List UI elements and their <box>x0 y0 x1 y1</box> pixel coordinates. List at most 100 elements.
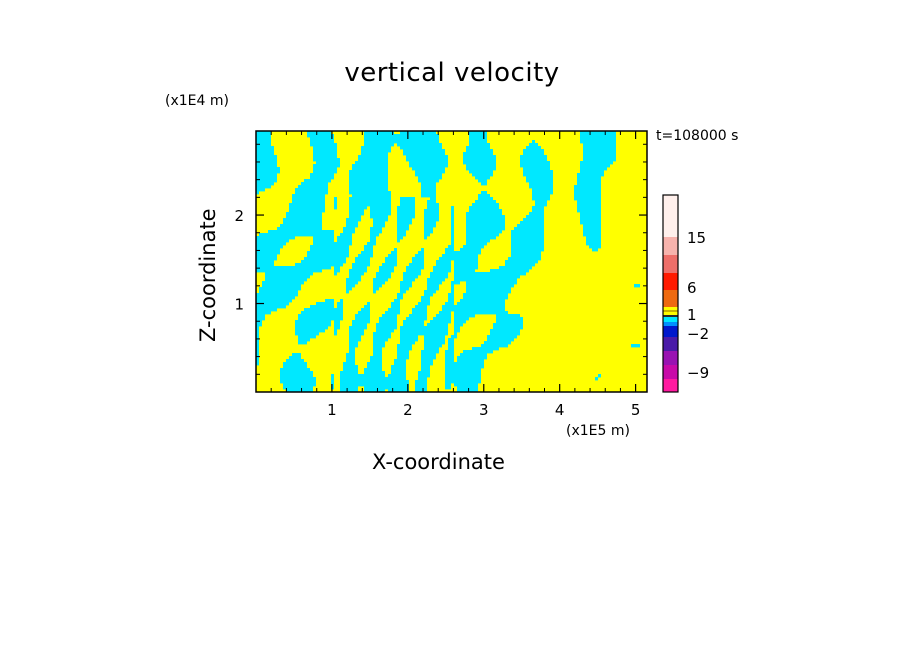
field-cell <box>349 203 391 207</box>
field-cell <box>340 233 352 237</box>
field-cell <box>391 302 400 306</box>
field-cell <box>448 293 454 297</box>
field-cell <box>511 245 544 249</box>
field-cell <box>400 341 415 345</box>
field-cell <box>427 278 445 282</box>
field-cell <box>397 239 400 243</box>
field-cell <box>427 200 436 204</box>
field-cell <box>295 332 319 336</box>
field-cell <box>583 152 616 156</box>
field-cell <box>256 257 277 261</box>
field-cell <box>445 362 484 366</box>
field-cell <box>313 149 337 153</box>
field-cell <box>364 137 439 141</box>
x-axis-unit: (x1E5 m) <box>566 423 630 439</box>
field-cell <box>469 140 487 144</box>
field-cell <box>511 248 544 252</box>
colorbar-label: 15 <box>687 229 706 247</box>
field-cell <box>313 152 337 156</box>
field-cell <box>433 269 451 273</box>
field-cell <box>415 305 427 309</box>
field-cell <box>256 164 277 168</box>
field-cell <box>439 311 451 315</box>
field-cell <box>445 359 454 363</box>
field-cell <box>520 161 550 165</box>
field-cell <box>589 245 601 249</box>
field-cell <box>283 383 316 387</box>
field-cell <box>421 353 436 357</box>
field-cell <box>400 203 415 207</box>
field-cell <box>454 383 478 387</box>
field-cell <box>358 311 370 315</box>
field-cell <box>421 359 433 363</box>
field-cell <box>301 260 346 264</box>
field-cell <box>451 209 454 213</box>
field-cell <box>283 365 307 369</box>
field-cell <box>256 266 331 270</box>
field-cell <box>403 278 415 282</box>
field-cell <box>451 242 454 246</box>
field-cell <box>346 359 355 363</box>
field-cell <box>580 215 601 219</box>
field-cell <box>466 227 505 231</box>
field-cell <box>313 242 352 246</box>
field-cell <box>511 230 544 234</box>
field-cell <box>256 155 277 159</box>
field-cell <box>403 149 445 153</box>
field-cell <box>454 317 469 321</box>
field-cell <box>397 344 412 348</box>
field-cell <box>523 149 544 153</box>
field-cell <box>466 164 496 168</box>
field-cell <box>397 143 442 147</box>
field-cell <box>457 359 484 363</box>
axis-ticks: 1 2 3 4 5 1 2 <box>234 131 647 419</box>
field-cell <box>580 164 610 168</box>
field-cell <box>520 158 547 162</box>
field-cell <box>346 221 358 225</box>
field-cell <box>373 341 385 345</box>
field-cell <box>463 152 493 156</box>
field-cell <box>391 371 406 375</box>
field-cell <box>397 293 403 297</box>
field-cell <box>580 140 616 144</box>
field-cell <box>364 371 385 375</box>
field-cell <box>256 236 295 240</box>
field-cell <box>511 233 544 237</box>
field-cell <box>466 239 490 243</box>
field-cell <box>280 368 310 372</box>
field-cell <box>358 158 388 162</box>
field-cell <box>370 233 379 237</box>
field-cell <box>391 251 397 255</box>
field-cell <box>421 362 433 366</box>
field-cell <box>286 359 304 363</box>
field-cell <box>532 206 544 210</box>
colorbar-segment <box>663 322 678 327</box>
field-cell <box>397 227 409 231</box>
field-cell <box>352 167 388 171</box>
field-cell <box>256 269 322 273</box>
field-cell <box>580 134 616 138</box>
field-cell <box>349 350 355 354</box>
field-cell <box>574 185 601 189</box>
field-cell <box>256 356 259 360</box>
field-cell <box>466 224 505 228</box>
y-tick-label: 2 <box>234 207 244 225</box>
field-cell <box>313 236 334 240</box>
field-cell <box>463 161 496 165</box>
field-cell <box>490 332 520 336</box>
field-cell <box>424 221 436 225</box>
field-cell <box>349 206 367 210</box>
field-cell <box>346 290 349 294</box>
field-cell <box>424 227 433 231</box>
field-cell <box>400 200 415 204</box>
field-cell <box>580 212 601 216</box>
field-cell <box>424 218 439 222</box>
field-cell <box>313 239 334 243</box>
field-cell <box>373 335 391 339</box>
field-cell <box>391 368 406 372</box>
field-cell <box>256 170 280 174</box>
field-cell <box>373 347 382 351</box>
field-cell <box>397 209 415 213</box>
field-cell <box>334 203 337 207</box>
field-cell <box>256 293 298 297</box>
